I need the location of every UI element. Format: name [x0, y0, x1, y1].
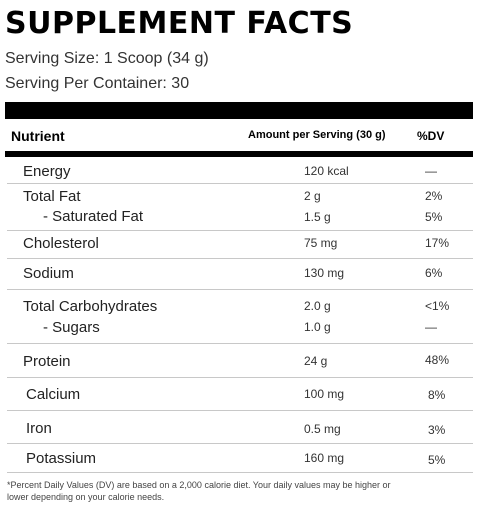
nutrient-amount: 1.5 g — [304, 210, 331, 224]
nutrient-dv: 5% — [425, 210, 443, 224]
row-divider — [7, 289, 473, 290]
row-divider — [7, 183, 473, 184]
table-row: - Saturated Fat 1.5 g 5% — [0, 208, 491, 228]
nutrient-dv: — — [425, 164, 437, 178]
table-row: Sodium 130 mg 6% — [0, 265, 491, 285]
nutrient-name: Potassium — [26, 450, 97, 467]
nutrient-amount: 100 mg — [304, 387, 345, 401]
nutrient-dv: 8% — [428, 388, 446, 402]
nutrient-name: Protein — [23, 353, 71, 370]
nutrient-amount: 1.0 g — [304, 320, 331, 334]
nutrient-dv: 2% — [425, 189, 443, 203]
header-divider — [5, 151, 473, 157]
header-dv: %DV — [417, 129, 445, 143]
nutrient-amount: 24 g — [304, 354, 328, 368]
nutrient-dv: 5% — [428, 453, 446, 467]
row-divider — [7, 343, 473, 344]
nutrient-amount: 130 mg — [304, 266, 345, 280]
row-divider — [7, 443, 473, 444]
header-nutrient: Nutrient — [11, 128, 65, 144]
nutrient-amount: 160 mg — [304, 451, 345, 465]
nutrient-amount: 75 mg — [304, 236, 338, 250]
table-row: - Sugars 1.0 g — — [0, 319, 491, 339]
table-row: Protein 24 g 48% — [0, 353, 491, 373]
nutrient-name: Total Fat — [23, 188, 81, 205]
nutrient-dv: <1% — [425, 299, 450, 313]
row-divider — [7, 410, 473, 411]
header-amount: Amount per Serving (30 g) — [248, 129, 386, 141]
nutrient-amount: 2 g — [304, 189, 321, 203]
nutrient-name: - Saturated Fat — [43, 208, 144, 225]
nutrient-name: Iron — [26, 420, 52, 437]
table-row: Total Fat 2 g 2% — [0, 188, 491, 208]
table-row: Calcium 100 mg 8% — [0, 386, 491, 406]
nutrient-dv: 3% — [428, 423, 446, 437]
table-row: Energy 120 kcal — — [0, 163, 491, 183]
table-row: Iron 0.5 mg 3% — [0, 420, 491, 440]
nutrient-name: Calcium — [26, 386, 81, 403]
nutrient-dv: — — [425, 320, 437, 334]
row-divider — [7, 472, 473, 473]
nutrient-name: Energy — [23, 163, 71, 180]
nutrient-amount: 120 kcal — [304, 164, 349, 178]
row-divider — [7, 230, 473, 231]
nutrient-name: Cholesterol — [23, 235, 99, 252]
nutrient-name: Sodium — [23, 265, 74, 282]
nutrient-amount: 2.0 g — [304, 299, 331, 313]
top-divider-bar — [5, 102, 473, 119]
table-row: Potassium 160 mg 5% — [0, 450, 491, 470]
table-row: Total Carbohydrates 2.0 g <1% — [0, 298, 491, 318]
nutrient-dv: 6% — [425, 266, 443, 280]
row-divider — [7, 258, 473, 259]
table-header: Nutrient Amount per Serving (30 g) %DV — [0, 120, 491, 150]
page-title: SUPPLEMENT FACTS — [5, 6, 354, 41]
servings-per-container: Serving Per Container: 30 — [5, 75, 190, 92]
table-row: Cholesterol 75 mg 17% — [0, 235, 491, 255]
footnote: *Percent Daily Values (DV) are based on … — [7, 480, 391, 502]
nutrient-amount: 0.5 mg — [304, 422, 341, 436]
nutrient-name: Total Carbohydrates — [23, 298, 158, 315]
nutrient-dv: 17% — [425, 236, 450, 250]
nutrient-name: - Sugars — [43, 319, 100, 336]
nutrient-dv: 48% — [425, 353, 450, 367]
serving-size: Serving Size: 1 Scoop (34 g) — [5, 50, 209, 67]
row-divider — [7, 377, 473, 378]
